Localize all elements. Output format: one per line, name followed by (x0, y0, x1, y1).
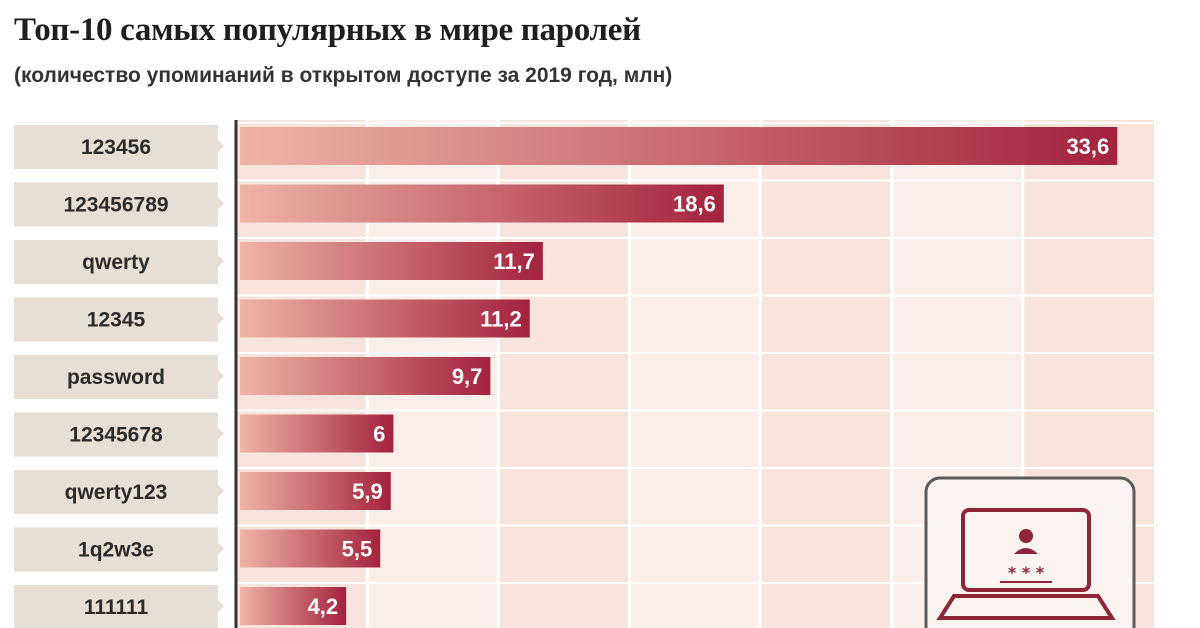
category-label-box (14, 585, 224, 628)
bar-value-label: 4,2 (308, 594, 339, 619)
grid-panel (760, 120, 892, 628)
category-label: 123456789 (63, 194, 168, 217)
bar (240, 357, 491, 395)
bar (240, 299, 530, 338)
bar-value-label: 18,6 (673, 192, 716, 217)
category-label: 12345678 (69, 424, 163, 447)
category-label-box (14, 355, 224, 399)
category-labels: 123456 123456789 qwerty 12345 password 123456… (14, 125, 224, 628)
category-label: qwerty123 (65, 481, 168, 504)
category-label: qwerty (82, 251, 150, 274)
bar-value-label: 11,2 (480, 307, 522, 332)
category-label-box (14, 297, 224, 342)
category-label: 12345 (87, 309, 146, 332)
category-label-box (14, 412, 224, 457)
bars: 33,6 18,6 11,7 11,2 9,7 6 5,9 5,5 4,2 (240, 127, 1118, 625)
bar (240, 414, 394, 453)
category-label: 111111 (84, 596, 149, 619)
bar-value-label: 5,5 (342, 537, 373, 562)
bar-value-label: 9,7 (452, 364, 483, 389)
chart-title: Топ-10 самых популярных в мире паролей (14, 12, 641, 48)
category-label: 123456 (81, 136, 151, 159)
bar-value-label: 33,6 (1066, 134, 1109, 159)
svg-text:* * *: * * * (1008, 563, 1045, 582)
category-label: 1q2w3e (78, 539, 154, 562)
chart-subtitle: (количество упоминаний в открытом доступ… (14, 64, 673, 87)
category-label-box (14, 240, 224, 284)
bar (240, 587, 347, 625)
bar-value-label: 6 (373, 422, 385, 447)
bar-value-label: 11,7 (493, 249, 535, 274)
category-label: password (67, 366, 165, 389)
bar (240, 184, 724, 223)
bar (240, 529, 381, 568)
category-label-box (14, 470, 224, 514)
bar (240, 242, 543, 280)
category-label-box (14, 182, 224, 227)
bar-value-label: 5,9 (352, 479, 383, 504)
bar (240, 472, 391, 510)
laptop-login-icon: * * * (924, 476, 1136, 628)
category-label-box (14, 527, 224, 572)
category-label-box (14, 125, 224, 169)
bar (240, 127, 1118, 165)
